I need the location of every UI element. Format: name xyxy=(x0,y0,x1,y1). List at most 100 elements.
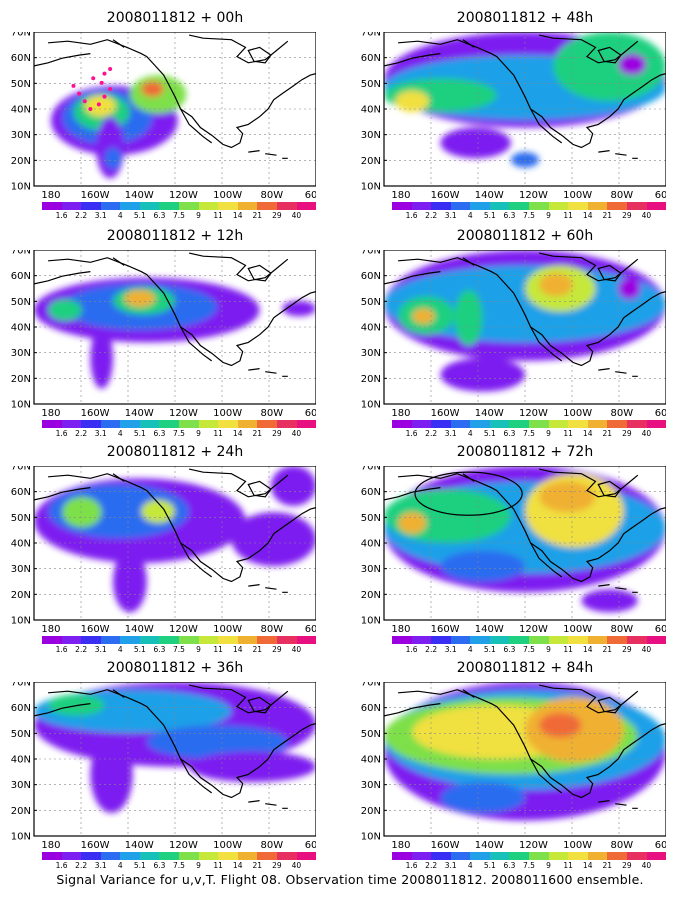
colorbar-label: 6.3 xyxy=(503,645,516,654)
flight-track-point xyxy=(71,83,76,88)
colorbar-label: 1.6 xyxy=(405,861,418,870)
colorbar-label: 7.5 xyxy=(173,645,185,654)
coastline xyxy=(180,758,213,794)
colorbar-label: 29 xyxy=(272,861,282,870)
lat-tick-label: 60N xyxy=(11,53,31,64)
colorbar-swatch xyxy=(411,636,432,644)
colorbar-swatch xyxy=(607,420,627,428)
variance-contour xyxy=(282,300,316,317)
lat-tick-label: 40N xyxy=(11,539,31,550)
coastline xyxy=(598,800,638,809)
colorbar-label: 29 xyxy=(272,645,282,654)
colorbar-swatch xyxy=(431,420,451,428)
variance-contour xyxy=(90,735,133,813)
colorbar-swatch xyxy=(120,420,140,428)
lon-tick-label: 80W xyxy=(611,624,634,635)
colorbar-label: 3.1 xyxy=(444,645,457,654)
colorbar-label: 40 xyxy=(291,429,302,438)
lat-tick-label: 70N xyxy=(361,250,381,257)
colorbar-swatch xyxy=(646,202,667,210)
panel-title: 2008011812 + 24h xyxy=(106,444,244,460)
lat-tick-label: 10N xyxy=(11,182,31,193)
variance-contour xyxy=(618,53,647,76)
lat-tick-label: 40N xyxy=(361,539,381,550)
forecast-map: 70N 60N 50N 40N 30N 20N 10N 180 160W 140W 120W 100W… xyxy=(361,682,666,851)
colorbar-swatch xyxy=(607,202,627,210)
lon-tick-label: 100W xyxy=(563,840,592,851)
colorbar-swatch xyxy=(646,420,667,428)
colorbar-label: 4 xyxy=(117,861,123,870)
lon-tick-label: 140W xyxy=(475,408,504,419)
colorbar-label: 5.1 xyxy=(133,429,146,438)
colorbar-label: 21 xyxy=(602,429,613,438)
colorbar-swatch xyxy=(139,636,160,644)
colorbar-label: 40 xyxy=(291,645,302,654)
lon-tick-label: 60W xyxy=(305,190,316,201)
lon-tick-label: 60W xyxy=(305,624,316,635)
lat-tick-label: 50N xyxy=(11,297,31,308)
colorbar-label: 7.5 xyxy=(523,645,535,654)
colorbar-label: 9 xyxy=(196,861,201,870)
lon-tick-label: 120W xyxy=(169,190,198,201)
lon-tick-label: 120W xyxy=(169,840,198,851)
colorbar-label: 9 xyxy=(196,211,201,220)
colorbar-swatch xyxy=(626,420,647,428)
colorbar-swatch xyxy=(529,202,549,210)
lon-tick-label: 160W xyxy=(81,190,110,201)
colorbar-label: 14 xyxy=(232,861,243,870)
colorbar-swatch xyxy=(139,202,160,210)
variance-contour xyxy=(510,152,540,168)
coastline xyxy=(598,150,638,159)
figure-caption: Signal Variance for u,v,T. Flight 08. Ob… xyxy=(56,872,644,887)
variance-contour xyxy=(539,481,596,513)
colorbar-label: 11 xyxy=(213,645,223,654)
panel-title: 2008011812 + 72h xyxy=(456,444,594,460)
lat-tick-label: 20N xyxy=(11,374,31,385)
lat-tick-label: 50N xyxy=(11,79,31,90)
colorbar-label: 2.2 xyxy=(425,861,438,870)
colorbar-swatch xyxy=(42,420,62,428)
lat-tick-label: 50N xyxy=(361,729,381,740)
lat-tick-label: 10N xyxy=(361,400,381,411)
lat-tick-label: 30N xyxy=(361,780,381,791)
lon-tick-label: 60W xyxy=(305,408,316,419)
colorbar-label: 9 xyxy=(546,645,551,654)
colorbar-swatch xyxy=(179,852,199,860)
colorbar-label: 2.2 xyxy=(75,861,88,870)
colorbar-swatch xyxy=(139,420,160,428)
coastline xyxy=(247,46,272,64)
coastline xyxy=(597,696,622,714)
lon-tick-label: 160W xyxy=(431,624,460,635)
variance-contour xyxy=(112,550,147,613)
lat-tick-label: 60N xyxy=(11,487,31,498)
colorbar xyxy=(42,202,317,210)
colorbar-swatch xyxy=(568,202,588,210)
lat-tick-label: 20N xyxy=(361,590,381,601)
colorbar-label: 14 xyxy=(582,645,593,654)
colorbar-swatch xyxy=(646,636,667,644)
colorbar-label: 14 xyxy=(582,429,593,438)
lat-tick-label: 70N xyxy=(361,466,381,473)
colorbar-label: 6.3 xyxy=(153,861,166,870)
colorbar-swatch xyxy=(61,202,82,210)
colorbar-swatch xyxy=(450,852,471,860)
colorbar-label: 21 xyxy=(252,645,263,654)
lon-tick-label: 80W xyxy=(611,190,634,201)
lon-tick-label: 100W xyxy=(563,624,592,635)
colorbar-label: 3.1 xyxy=(444,429,457,438)
colorbar-label: 4 xyxy=(467,429,473,438)
variance-contour xyxy=(539,712,582,738)
coastline xyxy=(598,584,638,593)
variance-contour xyxy=(440,127,511,159)
colorbar-label: 2.2 xyxy=(425,645,438,654)
colorbar-swatch xyxy=(198,636,219,644)
variance-contour xyxy=(618,277,641,300)
colorbar-label: 6.3 xyxy=(153,211,166,220)
lon-tick-label: 120W xyxy=(519,408,548,419)
colorbar-swatch xyxy=(198,202,219,210)
colorbar-swatch xyxy=(392,636,412,644)
colorbar-swatch xyxy=(276,420,297,428)
colorbar-label: 21 xyxy=(602,645,613,654)
colorbar-label: 1.6 xyxy=(55,645,68,654)
lat-tick-label: 60N xyxy=(361,53,381,64)
